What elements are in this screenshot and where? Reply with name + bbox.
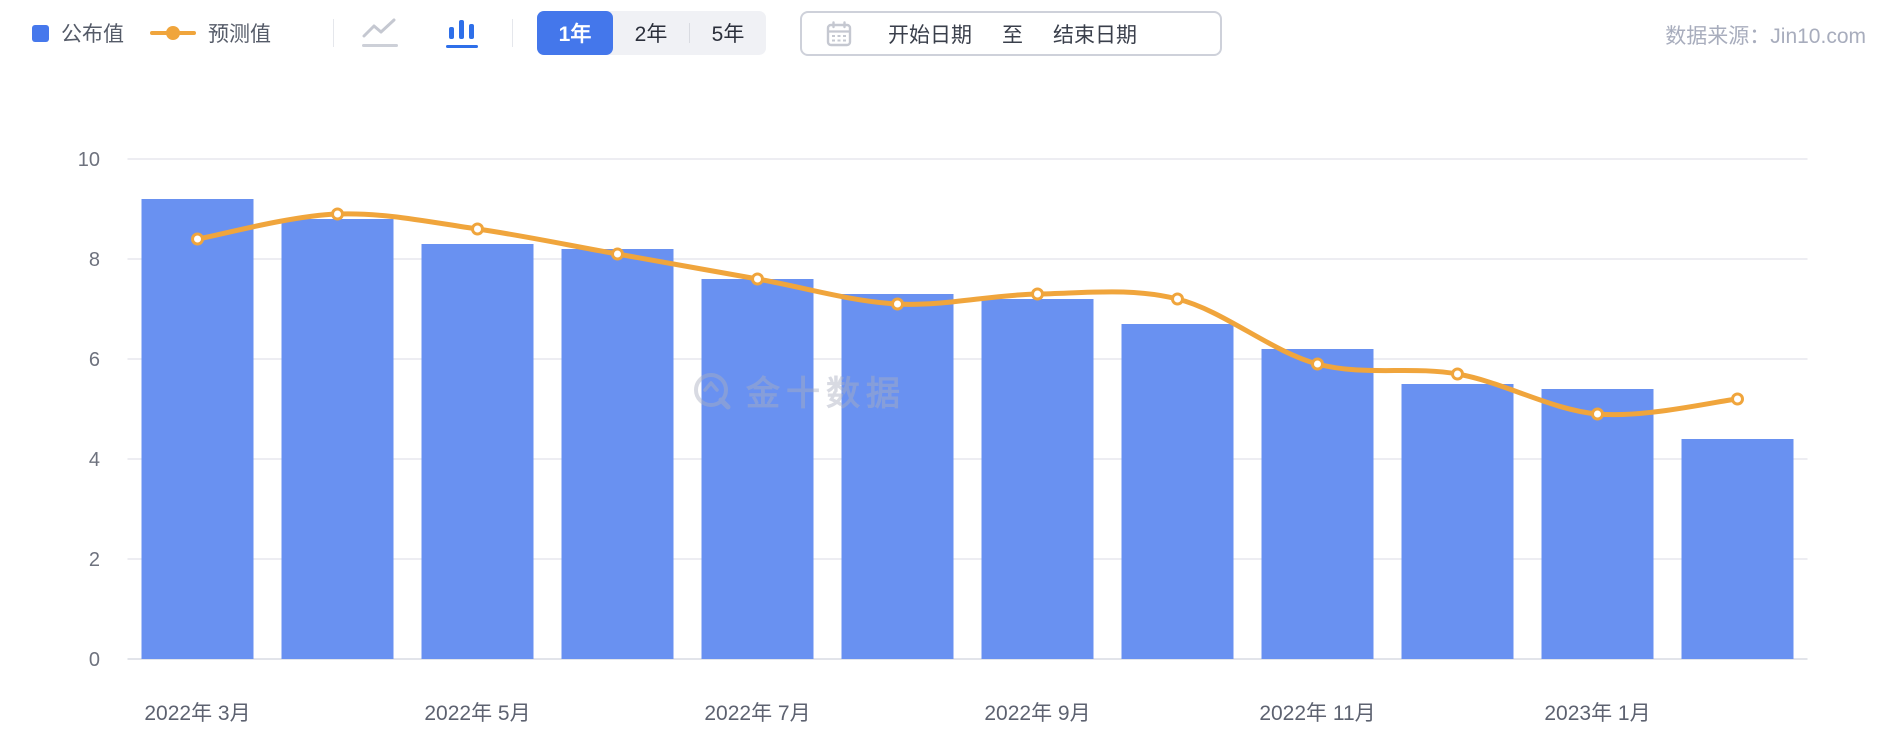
y-axis-label: 6	[89, 349, 100, 371]
legend-label: 公布值	[61, 23, 124, 46]
orange-line-dot-icon	[150, 26, 196, 40]
bar[interactable]	[561, 249, 674, 659]
x-axis-label: 2022年 5月	[424, 702, 530, 725]
bar[interactable]	[421, 244, 534, 659]
bar-line-chart: 0 2 4 6 8 10 2022年 3月 2022年 5月 2022年 7月 2022年 9月 2…	[78, 149, 1808, 725]
time-range-group: 1年 2年 5年	[537, 11, 766, 55]
line-point[interactable]	[1171, 292, 1184, 306]
date-range-to-label: 至	[1002, 23, 1023, 47]
bar[interactable]	[1121, 324, 1234, 659]
range-button-5y[interactable]: 5年	[690, 11, 766, 55]
line-point[interactable]	[1731, 392, 1744, 406]
bar[interactable]	[1541, 389, 1654, 659]
line-point[interactable]	[191, 232, 204, 246]
y-axis-label: 8	[89, 249, 100, 271]
y-axis-label: 10	[78, 149, 100, 171]
end-date-field[interactable]: 结束日期	[1053, 23, 1137, 47]
date-range-picker[interactable]: 开始日期 至 结束日期	[800, 11, 1222, 56]
data-source-label: 数据来源：Jin10.com	[1665, 25, 1866, 48]
bar[interactable]	[981, 299, 1094, 659]
forecast-line[interactable]	[195, 211, 1740, 418]
x-axis-label: 2022年 7月	[704, 702, 810, 725]
legend-label: 预测值	[208, 23, 271, 46]
bar[interactable]	[1401, 384, 1514, 659]
bar-chart-icon[interactable]	[442, 14, 482, 52]
line-point[interactable]	[1031, 287, 1044, 301]
range-separator	[689, 23, 690, 43]
line-point[interactable]	[751, 272, 764, 286]
bar[interactable]	[141, 199, 254, 659]
bar[interactable]	[1261, 349, 1374, 659]
start-date-field[interactable]: 开始日期	[888, 23, 972, 47]
blue-square-icon	[32, 24, 49, 42]
x-axis-label: 2023年 1月	[1544, 702, 1650, 725]
y-axis-label: 4	[89, 449, 100, 471]
x-axis-label: 2022年 9月	[984, 702, 1090, 725]
legend-item-published[interactable]: 公布值	[32, 18, 124, 48]
chart-toolbar: 公布值 预测值 1年 2年 5年	[0, 0, 1888, 66]
bar[interactable]	[841, 294, 954, 659]
range-button-2y[interactable]: 2年	[613, 11, 689, 55]
bar[interactable]	[701, 279, 814, 659]
line-point[interactable]	[331, 207, 344, 221]
bar[interactable]	[1681, 439, 1794, 659]
bar[interactable]	[281, 219, 394, 659]
line-point[interactable]	[1451, 367, 1464, 381]
x-axis-label: 2022年 3月	[144, 702, 250, 725]
line-point[interactable]	[471, 222, 484, 236]
chart-area: 0 2 4 6 8 10 2022年 3月 2022年 5月 2022年 7月 2022年 9月 2…	[0, 90, 1888, 746]
line-point[interactable]	[891, 297, 904, 311]
line-point[interactable]	[1311, 357, 1324, 371]
line-chart-icon[interactable]	[360, 14, 400, 52]
legend-item-forecast[interactable]: 预测值	[150, 18, 271, 48]
y-axis-label: 0	[89, 649, 100, 671]
calendar-icon	[826, 20, 852, 46]
toolbar-divider	[512, 19, 513, 47]
line-point[interactable]	[1591, 407, 1604, 421]
toolbar-divider	[333, 19, 334, 47]
line-point[interactable]	[611, 247, 624, 261]
y-axis-label: 2	[89, 549, 100, 571]
legend: 公布值 预测值	[32, 0, 271, 66]
x-axis-label: 2022年 11月	[1259, 702, 1375, 725]
range-button-1y[interactable]: 1年	[537, 11, 613, 55]
